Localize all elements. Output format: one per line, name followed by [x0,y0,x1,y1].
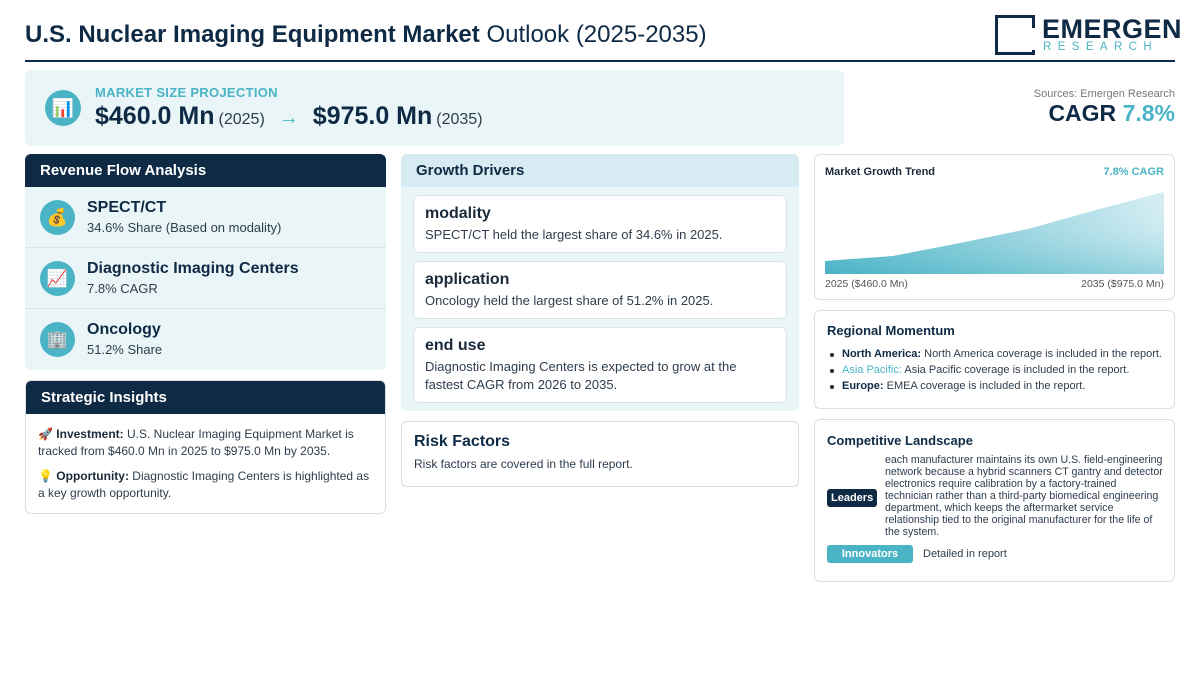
end-value: $975.0 Mn [312,102,433,130]
trend-cagr: 7.8% CAGR [1103,166,1164,178]
regional-momentum-title: Regional Momentum [827,323,955,338]
market-growth-trend-panel: Market Growth Trend 7.8% CAGR 2025 ($460… [814,154,1175,300]
start-value: $460.0 Mn [95,102,215,130]
lightbulb-icon: 💡 [38,469,53,483]
driver-text: Oncology held the largest share of 51.2%… [425,293,714,308]
trend-area-shade [825,192,1164,274]
revenue-item-name: Oncology [87,321,161,338]
logo-mark [995,15,1035,55]
competitive-landscape-panel: Competitive Landscape Leaders each manuf… [814,419,1175,582]
market-size-projection: 📊 MARKET SIZE PROJECTION $460.0 Mn (2025)… [25,70,844,146]
trend-end-label: 2035 ($975.0 Mn) [1081,278,1164,290]
risk-factors-title: Risk Factors [414,433,511,450]
logo-name: EMERGEN [1042,14,1183,44]
opportunity-label: Opportunity: [56,469,129,483]
risk-factors-panel: Risk Factors Risk factors are covered in… [401,421,799,487]
revenue-item: 💰 SPECT/CT 34.6% Share (Based on modalit… [25,187,386,248]
investment-text: U.S. Nuclear Imaging Equipment Market is… [38,427,354,458]
driver-title: application [425,271,510,288]
revenue-item-name: Diagnostic Imaging Centers [87,260,299,277]
sources-text: Sources: Emergen Research [1033,88,1175,100]
risk-factors-text: Risk factors are covered in the full rep… [414,457,633,471]
trend-start-label: 2025 ($460.0 Mn) [825,278,908,290]
page-header: U.S. Nuclear Imaging Equipment Market Ou… [25,12,1182,62]
cagr-summary: CAGR 7.8% [1048,100,1175,127]
trend-chart-icon: 📈 [40,261,75,296]
money-bag-icon: 💰 [40,200,75,235]
leaders-text: each manufacturer maintains its own U.S.… [885,454,1163,538]
cagr-label: CAGR [1048,100,1117,126]
region-text: Asia Pacific coverage is included in the… [904,364,1130,376]
region-item: Asia Pacific: Asia Pacific coverage is i… [827,364,1162,376]
growth-drivers-title: Growth Drivers [401,154,799,187]
regional-momentum-panel: Regional Momentum North America: North A… [814,310,1175,409]
bar-chart-icon: 📊 [45,90,81,126]
rocket-icon: 🚀 [38,427,53,441]
region-text: North America coverage is included in th… [924,348,1162,360]
region-list: North America: North America coverage is… [827,348,1162,392]
strategic-insights-title: Strategic Insights [26,381,385,414]
leaders-badge: Leaders [827,489,878,507]
page-title-bold: U.S. Nuclear Imaging Equipment Market [25,21,480,48]
driver-title: modality [425,205,491,222]
start-year: (2025) [218,111,265,128]
revenue-item-detail: 7.8% CAGR [87,281,158,296]
region-item: Europe: EMEA coverage is included in the… [827,380,1162,392]
region-name: Asia Pacific: [842,364,902,376]
building-icon: 🏢 [40,322,75,357]
region-text: EMEA coverage is included in the report. [886,380,1086,392]
investment-insight: 🚀 Investment: U.S. Nuclear Imaging Equip… [38,426,373,460]
driver-card: application Oncology held the largest sh… [413,261,787,319]
page-title: U.S. Nuclear Imaging Equipment Market Ou… [25,21,707,49]
opportunity-insight: 💡 Opportunity: Diagnostic Imaging Center… [38,468,373,502]
opportunity-text: Diagnostic Imaging Centers is highlighte… [38,469,370,500]
growth-drivers-panel: Growth Drivers modality SPECT/CT held th… [401,154,799,411]
revenue-item: 📈 Diagnostic Imaging Centers 7.8% CAGR [25,248,386,309]
cagr-value: 7.8% [1122,100,1175,126]
competitive-landscape-title: Competitive Landscape [827,433,973,448]
innovators-text: Detailed in report [923,548,1007,560]
driver-card: end use Diagnostic Imaging Centers is ex… [413,327,787,403]
region-item: North America: North America coverage is… [827,348,1162,360]
innovators-badge: Innovators [827,545,913,563]
driver-card: modality SPECT/CT held the largest share… [413,195,787,253]
driver-text: Diagnostic Imaging Centers is expected t… [425,359,737,392]
logo-subtitle: RESEARCH [1043,41,1159,53]
revenue-item-detail: 34.6% Share (Based on modality) [87,220,282,235]
end-year: (2035) [436,111,483,128]
revenue-item: 🏢 Oncology 51.2% Share [25,309,386,370]
region-name: Europe: [842,380,884,392]
region-name: North America: [842,348,922,360]
projection-label: MARKET SIZE PROJECTION [95,85,278,100]
emergen-logo: EMERGEN RESEARCH [995,14,1182,56]
revenue-flow-title: Revenue Flow Analysis [25,154,386,187]
trend-title: Market Growth Trend [825,166,936,178]
projection-values: $460.0 Mn (2025) → $975.0 Mn (2035) [95,102,483,131]
driver-title: end use [425,337,486,354]
revenue-flow-panel: Revenue Flow Analysis 💰 SPECT/CT 34.6% S… [25,154,386,370]
arrow-right-icon: → [278,107,299,129]
investment-label: Investment: [56,427,124,441]
strategic-insights-panel: Strategic Insights 🚀 Investment: U.S. Nu… [25,380,386,514]
page-title-rest: Outlook (2025-2035) [486,21,707,48]
revenue-item-detail: 51.2% Share [87,342,163,357]
driver-text: SPECT/CT held the largest share of 34.6%… [425,227,723,242]
revenue-item-name: SPECT/CT [87,199,167,216]
strategic-insights-body: 🚀 Investment: U.S. Nuclear Imaging Equip… [26,414,385,502]
trend-area-chart [825,192,1164,274]
